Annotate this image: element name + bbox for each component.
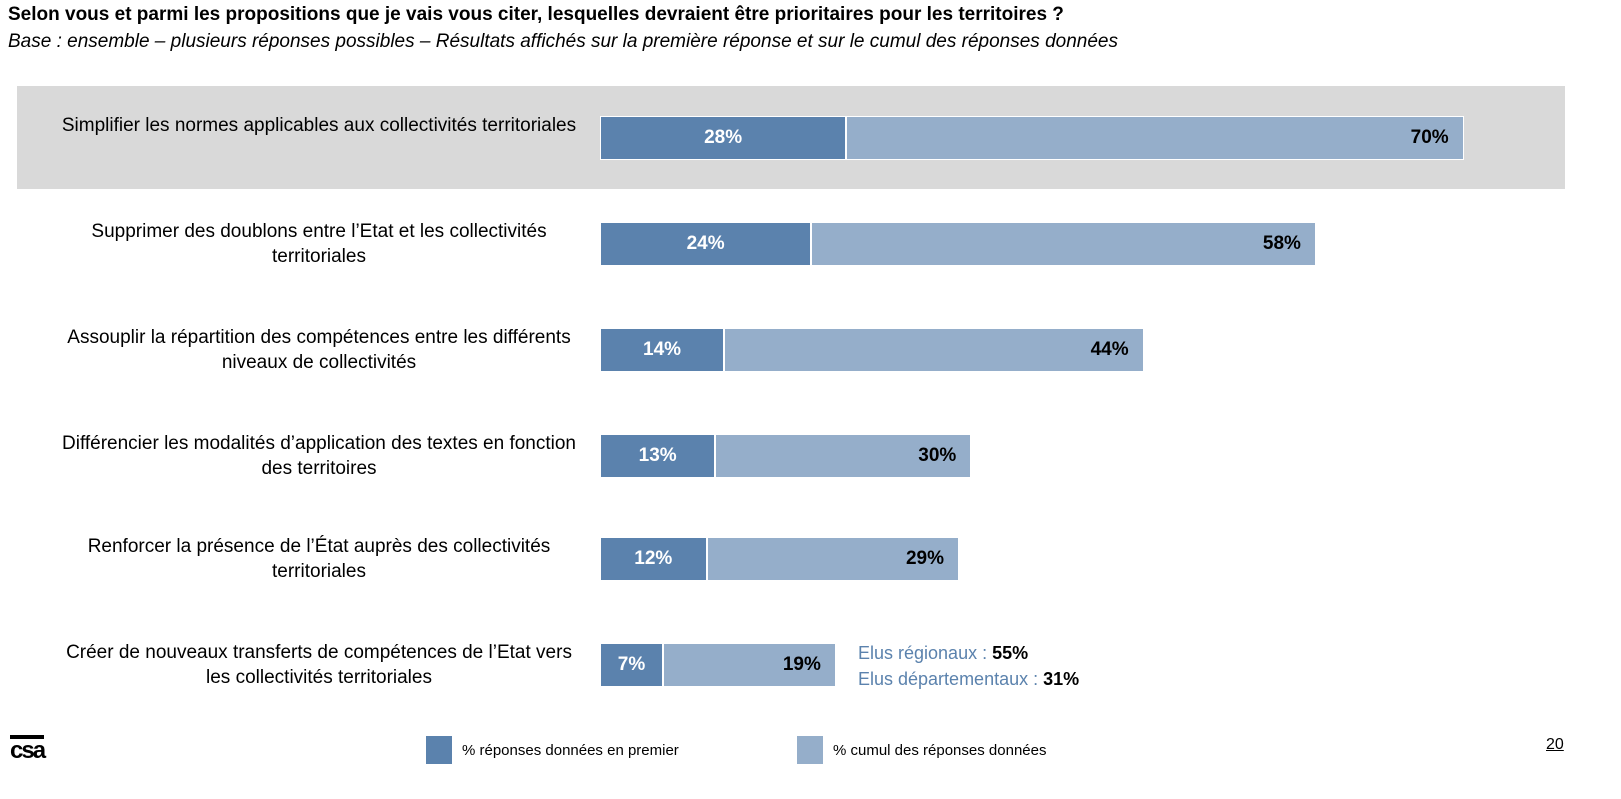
bar-first: 28% [599, 116, 847, 160]
bar-first: 14% [601, 329, 724, 371]
bar-cumul: 44% [725, 329, 1143, 371]
annotation-value: 55% [992, 643, 1029, 663]
chart-title: Selon vous et parmi les propositions que… [8, 4, 1064, 25]
chart-row: Différencier les modalités d’application… [0, 426, 1621, 486]
category-label: Renforcer la présence de l’État auprès d… [87, 536, 551, 582]
data-label: 24% [686, 233, 725, 254]
bar-cumul: 70% [846, 116, 1464, 160]
bar-cumul: 30% [716, 435, 971, 477]
data-label: 13% [638, 445, 677, 466]
chart-subtitle: Base : ensemble – plusieurs réponses pos… [8, 31, 1118, 52]
legend-item-first: % réponses données en premier [426, 736, 679, 764]
annotation-value: 31% [1043, 669, 1080, 689]
data-label: 44% [1090, 339, 1129, 360]
chart-row: Supprimer des doublons entre l’Etat et l… [0, 214, 1621, 274]
bar-cumul: 29% [707, 538, 958, 580]
data-label: 70% [1410, 127, 1449, 148]
bar-cumul: 19% [664, 644, 835, 686]
chart-row: Assouplir la répartition des compétences… [0, 320, 1621, 380]
bar-first: 24% [601, 223, 811, 265]
legend-item-cumul: % cumul des réponses données [797, 736, 1046, 764]
csa-logo: csa [10, 735, 46, 764]
annotation: Elus régionaux : 55% Elus départementaux… [858, 640, 1079, 692]
annotation-label: Elus départementaux : [858, 669, 1044, 689]
data-label: 58% [1262, 233, 1301, 254]
category-label: Supprimer des doublons entre l’Etat et l… [91, 221, 547, 267]
data-label: 7% [617, 654, 646, 675]
chart-row: Simplifier les normes applicables aux co… [0, 108, 1621, 168]
legend-swatch [426, 736, 452, 764]
category-label: Créer de nouveaux transferts de compéten… [66, 642, 572, 688]
category-label: Assouplir la répartition des compétences… [67, 327, 571, 373]
page-number: 20 [1546, 736, 1564, 753]
annotation-label: Elus régionaux : [858, 643, 993, 663]
legend-label: % réponses données en premier [462, 741, 679, 759]
data-label: 12% [634, 548, 673, 569]
data-label: 19% [782, 654, 821, 675]
data-label: 29% [905, 548, 944, 569]
data-label: 30% [918, 445, 957, 466]
category-label: Simplifier les normes applicables aux co… [61, 115, 577, 136]
bar-cumul: 58% [812, 223, 1315, 265]
bar-first: 12% [601, 538, 706, 580]
data-label: 14% [643, 339, 682, 360]
bar-first: 13% [601, 435, 715, 477]
data-label: 28% [704, 127, 743, 148]
bar-first: 7% [601, 644, 663, 686]
legend-label: % cumul des réponses données [833, 741, 1047, 759]
chart-row: Créer de nouveaux transferts de compéten… [0, 635, 1621, 695]
chart-row: Renforcer la présence de l’État auprès d… [0, 529, 1621, 589]
category-label: Différencier les modalités d’application… [62, 433, 576, 479]
legend-swatch [797, 736, 823, 764]
